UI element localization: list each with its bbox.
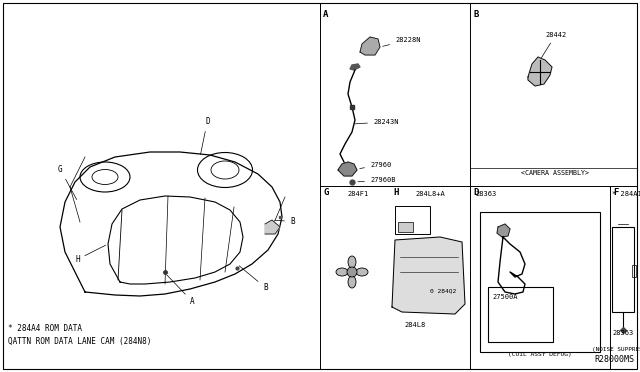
Ellipse shape bbox=[356, 268, 368, 276]
Text: 27960B: 27960B bbox=[358, 177, 396, 183]
Text: 28228N: 28228N bbox=[383, 37, 420, 46]
Text: <CAMERA ASSEMBLY>: <CAMERA ASSEMBLY> bbox=[521, 170, 589, 176]
Text: 284L8+A: 284L8+A bbox=[415, 191, 445, 197]
Polygon shape bbox=[392, 237, 465, 314]
Bar bbox=[612, 227, 634, 312]
Polygon shape bbox=[338, 162, 357, 176]
Text: A: A bbox=[323, 10, 328, 19]
Text: G: G bbox=[58, 165, 77, 199]
Text: QATTN ROM DATA LANE CAM (284N8): QATTN ROM DATA LANE CAM (284N8) bbox=[8, 337, 152, 346]
Text: D: D bbox=[200, 117, 210, 154]
Polygon shape bbox=[360, 37, 380, 55]
Text: 27500A: 27500A bbox=[492, 294, 518, 300]
Text: B: B bbox=[473, 10, 478, 19]
Text: 28363: 28363 bbox=[475, 191, 496, 197]
Text: A: A bbox=[167, 275, 195, 306]
Text: 27960: 27960 bbox=[360, 162, 391, 169]
Text: G: G bbox=[323, 188, 328, 197]
Bar bbox=[632, 265, 636, 277]
Text: 284L8: 284L8 bbox=[404, 322, 426, 328]
Polygon shape bbox=[350, 64, 360, 70]
Bar bbox=[480, 212, 600, 352]
Text: B: B bbox=[239, 266, 268, 292]
Text: (NOISE SUPPRESSOR): (NOISE SUPPRESSOR) bbox=[593, 347, 640, 352]
Polygon shape bbox=[528, 57, 552, 86]
Bar bbox=[488, 287, 553, 342]
Ellipse shape bbox=[336, 268, 348, 276]
Polygon shape bbox=[265, 220, 280, 234]
Polygon shape bbox=[497, 224, 510, 237]
Ellipse shape bbox=[347, 267, 357, 277]
Text: 0 284Q2: 0 284Q2 bbox=[430, 288, 456, 293]
Text: 284F1: 284F1 bbox=[347, 191, 368, 197]
Text: 28363: 28363 bbox=[612, 330, 633, 336]
Text: R28000MS: R28000MS bbox=[594, 355, 634, 364]
Bar bbox=[395, 206, 430, 234]
Bar bbox=[398, 222, 413, 232]
Text: D: D bbox=[473, 188, 478, 197]
Ellipse shape bbox=[348, 276, 356, 288]
Text: * 284A1: * 284A1 bbox=[612, 191, 640, 197]
Text: B: B bbox=[275, 217, 294, 226]
Text: H: H bbox=[393, 188, 398, 197]
Text: 28442: 28442 bbox=[541, 32, 566, 58]
Text: F: F bbox=[613, 188, 618, 197]
Text: * 284A4 ROM DATA: * 284A4 ROM DATA bbox=[8, 324, 82, 333]
Ellipse shape bbox=[348, 256, 356, 268]
Text: H: H bbox=[75, 245, 106, 264]
Text: (COIL ASSY DEFOG): (COIL ASSY DEFOG) bbox=[508, 352, 572, 357]
Text: 28243N: 28243N bbox=[355, 119, 399, 125]
